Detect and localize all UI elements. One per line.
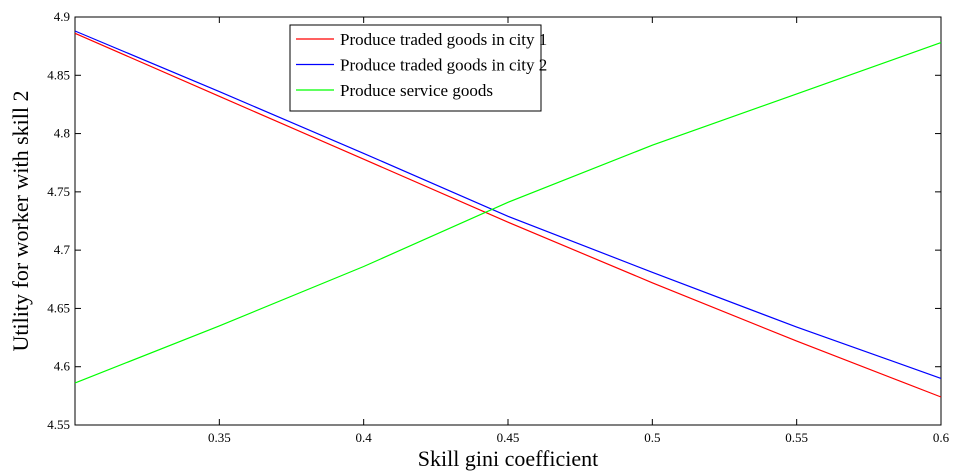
x-tick-label: 0.45: [497, 430, 520, 445]
y-axis-title: Utility for worker with skill 2: [8, 91, 33, 352]
x-axis: 0.35 0.4 0.45 0.5 0.55 0.6: [208, 17, 950, 445]
legend-label: Produce traded goods in city 1: [340, 30, 547, 49]
x-tick-label: 0.35: [208, 430, 231, 445]
y-tick-label: 4.6: [54, 359, 71, 374]
legend-label: Produce service goods: [340, 81, 493, 100]
y-tick-label: 4.7: [54, 242, 71, 257]
legend-label: Produce traded goods in city 2: [340, 56, 547, 75]
y-tick-label: 4.75: [47, 184, 70, 199]
series-line: [74, 30, 942, 379]
x-tick-label: 0.4: [356, 430, 373, 445]
x-tick-label: 0.6: [933, 430, 950, 445]
legend-entries: Produce traded goods in city 1 Produce tr…: [296, 30, 547, 100]
x-tick-label: 0.5: [644, 430, 660, 445]
y-tick-label: 4.85: [47, 67, 70, 82]
y-tick-label: 4.9: [54, 9, 70, 24]
y-tick-label: 4.8: [54, 126, 70, 141]
y-tick-label: 4.65: [47, 300, 70, 315]
series-lines: [74, 30, 942, 398]
legend: Produce traded goods in city 1 Produce tr…: [289, 24, 547, 112]
series-line: [74, 42, 942, 384]
series-line: [74, 32, 942, 398]
x-axis-title: Skill gini coefficient: [418, 446, 598, 471]
x-tick-label: 0.55: [785, 430, 808, 445]
y-axis: 4.55 4.6 4.65 4.7 4.75 4.8 4.85 4.9: [47, 9, 941, 432]
y-tick-label: 4.55: [47, 417, 70, 432]
